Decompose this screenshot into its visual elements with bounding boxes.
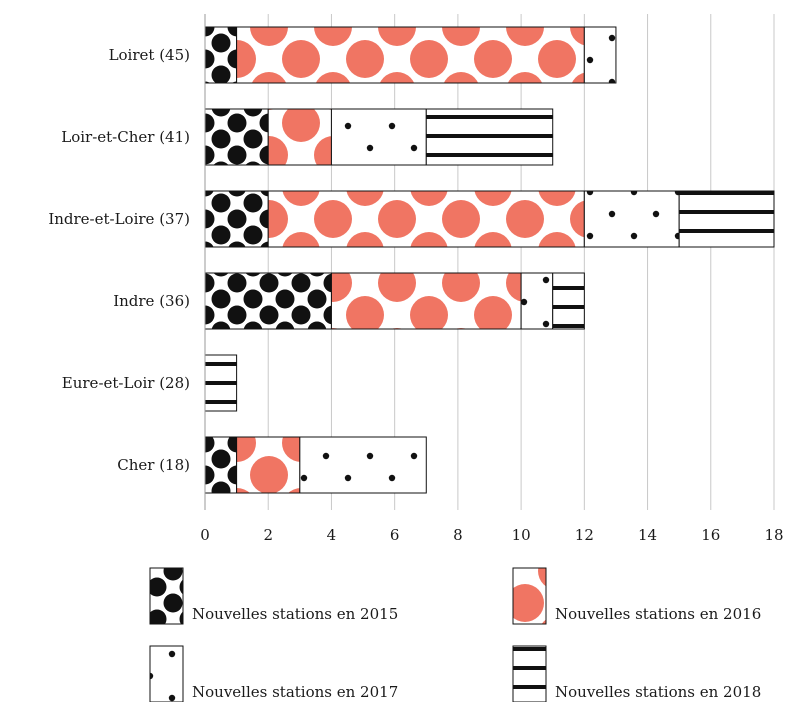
x-tick-label: 16 bbox=[701, 526, 720, 544]
category-label: Loiret (45) bbox=[109, 46, 190, 64]
bar-segment bbox=[552, 272, 585, 330]
category-label: Cher (18) bbox=[117, 456, 190, 474]
x-tick-label: 2 bbox=[263, 526, 273, 544]
bar-segment bbox=[267, 108, 332, 166]
x-tick-label: 4 bbox=[327, 526, 337, 544]
category-label: Indre (36) bbox=[113, 292, 190, 310]
gridlines bbox=[267, 14, 775, 510]
category-label: Indre-et-Loire (37) bbox=[48, 210, 190, 228]
x-tick-label: 12 bbox=[575, 526, 594, 544]
bar-segment bbox=[267, 190, 585, 248]
bar-segment bbox=[204, 108, 269, 166]
legend-label: Nouvelles stations en 2017 bbox=[192, 683, 398, 701]
category-label: Eure-et-Loir (28) bbox=[62, 374, 190, 392]
bar-segment bbox=[330, 272, 522, 330]
category-label: Loir-et-Cher (41) bbox=[61, 128, 190, 146]
x-tick-label: 10 bbox=[512, 526, 531, 544]
bar-segment bbox=[204, 354, 238, 412]
bar-segment bbox=[583, 26, 617, 84]
bar-segment bbox=[236, 436, 301, 494]
legend-swatch bbox=[149, 567, 184, 625]
x-tick-label: 14 bbox=[638, 526, 657, 544]
legend-swatch bbox=[149, 645, 184, 702]
bar-segment bbox=[236, 26, 585, 84]
bar-segment bbox=[330, 108, 427, 166]
bar-segment bbox=[583, 190, 680, 248]
x-tick-label: 8 bbox=[453, 526, 463, 544]
legend: Nouvelles stations en 2015 Nouvelles stat… bbox=[149, 567, 761, 702]
legend-label: Nouvelles stations en 2016 bbox=[555, 605, 761, 623]
bar-segment bbox=[204, 436, 238, 494]
legend-swatch bbox=[512, 645, 547, 702]
legend-label: Nouvelles stations en 2018 bbox=[555, 683, 761, 701]
bar-segment bbox=[520, 272, 554, 330]
bar-segment bbox=[299, 436, 427, 494]
legend-swatch bbox=[512, 567, 547, 625]
legend-label: Nouvelles stations en 2015 bbox=[192, 605, 398, 623]
x-tick-label: 0 bbox=[200, 526, 210, 544]
x-tick-label: 18 bbox=[764, 526, 783, 544]
bar-segment bbox=[425, 108, 554, 166]
axes: Loiret (45) Loir-et-Cher (41) Indre-et-Loi… bbox=[48, 14, 784, 544]
bars bbox=[204, 26, 775, 494]
bar-segment bbox=[204, 26, 238, 84]
x-tick-label: 6 bbox=[390, 526, 400, 544]
bar-segment bbox=[204, 272, 332, 330]
bar-segment bbox=[678, 190, 775, 248]
bar-segment bbox=[204, 190, 269, 248]
